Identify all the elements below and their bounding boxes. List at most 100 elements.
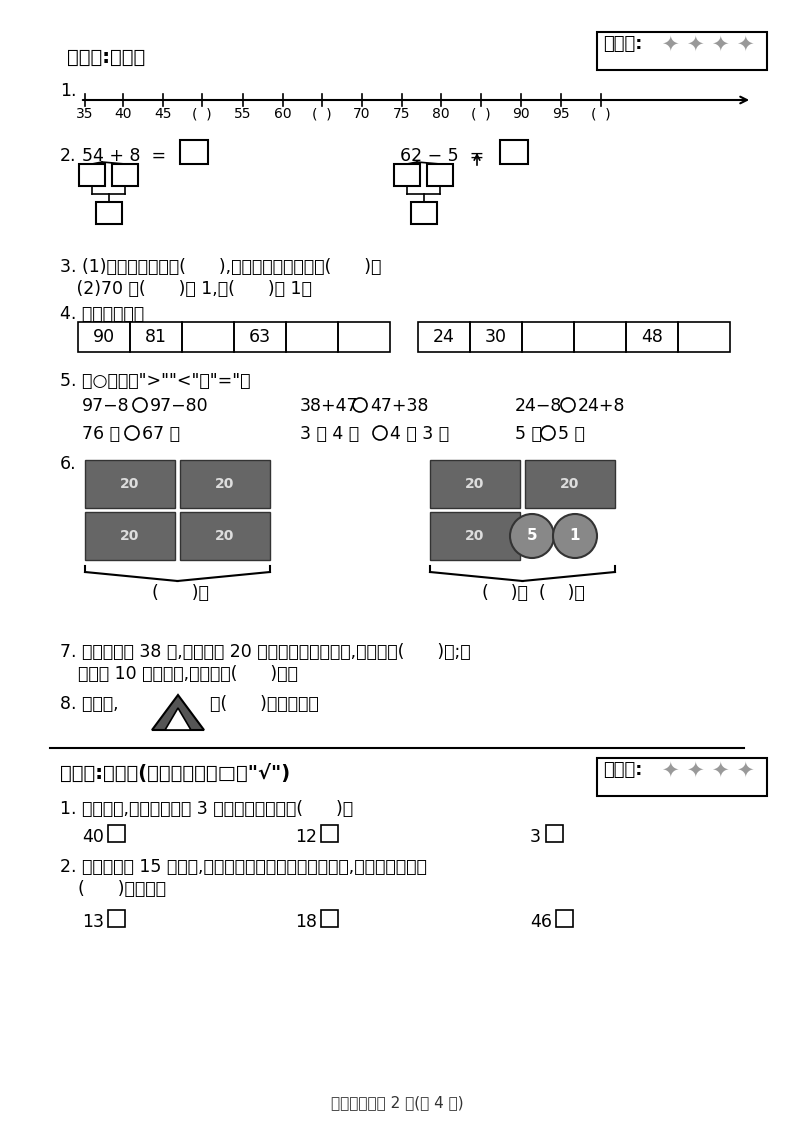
Text: 6.: 6.	[60, 455, 77, 473]
Bar	[522, 321, 574, 352]
Text: (  ): ( )	[471, 107, 491, 121]
Text: 70: 70	[353, 107, 371, 121]
Text: 24: 24	[433, 328, 455, 346]
Bar	[95, 202, 121, 224]
Bar	[430, 460, 520, 508]
Bar	[678, 321, 730, 352]
Bar	[234, 321, 286, 352]
Text: 20: 20	[121, 477, 140, 491]
Text: 7. 一个地球仪 38 元,如果只用 20 元面值的人民币支付,至少要拿(      )张;如: 7. 一个地球仪 38 元,如果只用 20 元面值的人民币支付,至少要拿( )张…	[60, 643, 471, 661]
Bar	[410, 202, 437, 224]
Text: 97−8: 97−8	[82, 397, 129, 415]
Text: 20: 20	[121, 529, 140, 543]
Bar	[180, 140, 208, 164]
Text: 第二关:: 第二关:	[603, 761, 642, 779]
Text: (  ): ( )	[312, 107, 332, 121]
Bar	[85, 513, 175, 560]
Text: ✦: ✦	[661, 762, 679, 782]
Text: 8. 数一数,: 8. 数一数,	[60, 695, 118, 713]
Text: 63: 63	[249, 328, 271, 346]
Text: 1.: 1.	[60, 82, 76, 100]
Text: 24+8: 24+8	[578, 397, 626, 415]
Text: 55: 55	[234, 107, 252, 121]
Text: (2)70 比(      )大 1,比(      )小 1。: (2)70 比( )大 1,比( )小 1。	[60, 280, 312, 298]
Text: 30: 30	[485, 328, 507, 346]
Text: 12: 12	[295, 828, 317, 846]
Text: 5 元: 5 元	[515, 425, 542, 443]
Text: 5: 5	[526, 528, 538, 544]
Bar	[626, 321, 678, 352]
Text: 1. 下面的数,在计数器上用 3 颗珠不能拨出的是(      )。: 1. 下面的数,在计数器上用 3 颗珠不能拨出的是( )。	[60, 800, 353, 818]
Text: 3: 3	[530, 828, 541, 846]
Bar	[321, 825, 338, 842]
Text: 20: 20	[215, 529, 235, 543]
Text: 54 + 8  =: 54 + 8 =	[82, 147, 166, 165]
Text: 第三关:我会选(在正确答案的□画"√"): 第三关:我会选(在正确答案的□画"√")	[60, 764, 290, 783]
Bar	[427, 164, 453, 185]
Text: 4. 按规律写数。: 4. 按规律写数。	[60, 305, 145, 323]
Text: 48: 48	[641, 328, 663, 346]
Bar	[112, 164, 138, 185]
Text: 81: 81	[145, 328, 167, 346]
Text: 果改用 10 元面值的,至少要拿(      )张。: 果改用 10 元面值的,至少要拿( )张。	[78, 665, 298, 683]
Bar	[470, 321, 522, 352]
Text: 13: 13	[82, 913, 104, 931]
Text: 第二关:我会填: 第二关:我会填	[67, 48, 145, 67]
Text: 20: 20	[561, 477, 580, 491]
Text: 60: 60	[274, 107, 292, 121]
Bar	[394, 164, 420, 185]
Text: 有(      )个三角形。: 有( )个三角形。	[210, 695, 318, 713]
Text: 47+38: 47+38	[370, 397, 429, 415]
Text: 4 元 3 角: 4 元 3 角	[390, 425, 449, 443]
Text: ✦: ✦	[661, 36, 679, 56]
Bar	[182, 321, 234, 352]
Text: 40: 40	[82, 828, 104, 846]
Text: 97−80: 97−80	[150, 397, 209, 415]
Bar	[85, 460, 175, 508]
Text: 45: 45	[154, 107, 172, 121]
Bar	[108, 910, 125, 927]
Text: 20: 20	[465, 477, 484, 491]
Text: ✦: ✦	[686, 36, 703, 56]
Bar	[78, 321, 130, 352]
Text: 38+47: 38+47	[300, 397, 359, 415]
Text: 40: 40	[114, 107, 132, 121]
Bar	[321, 910, 338, 927]
Text: 5. 在○里填上">""<"或"="。: 5. 在○里填上">""<"或"="。	[60, 372, 250, 390]
Text: ✦: ✦	[736, 762, 754, 782]
Circle shape	[510, 514, 554, 558]
Bar	[130, 321, 182, 352]
Text: ✦: ✦	[711, 762, 729, 782]
Text: 20: 20	[215, 477, 235, 491]
Text: 24−8: 24−8	[515, 397, 562, 415]
Bar	[525, 460, 615, 508]
Bar	[108, 825, 125, 842]
Text: 90: 90	[512, 107, 530, 121]
Text: (  ): ( )	[592, 107, 611, 121]
Bar	[546, 825, 563, 842]
Polygon shape	[165, 708, 191, 729]
Circle shape	[553, 514, 597, 558]
Text: 62 − 5  =: 62 − 5 =	[400, 147, 484, 165]
Text: 80: 80	[432, 107, 450, 121]
Text: 75: 75	[393, 107, 410, 121]
Text: 20: 20	[465, 529, 484, 543]
Bar	[597, 31, 767, 70]
Bar	[180, 460, 270, 508]
Text: (      )元: ( )元	[152, 584, 210, 602]
Text: 90: 90	[93, 328, 115, 346]
Bar	[430, 513, 520, 560]
Text: 67 元: 67 元	[142, 425, 180, 443]
Text: ✦: ✦	[711, 36, 729, 56]
Bar	[597, 758, 767, 796]
Bar	[500, 140, 528, 164]
Text: 3. (1)最大的两位数是(      ),它比最小的两位数大(      )。: 3. (1)最大的两位数是( ),它比最小的两位数大( )。	[60, 259, 381, 277]
Text: (  ): ( )	[192, 107, 212, 121]
Text: (      )个萝卜。: ( )个萝卜。	[78, 880, 166, 898]
Text: 46: 46	[530, 913, 552, 931]
Bar	[574, 321, 626, 352]
Bar	[338, 321, 390, 352]
Text: 1: 1	[570, 528, 580, 544]
Text: 18: 18	[295, 913, 317, 931]
Bar	[418, 321, 470, 352]
